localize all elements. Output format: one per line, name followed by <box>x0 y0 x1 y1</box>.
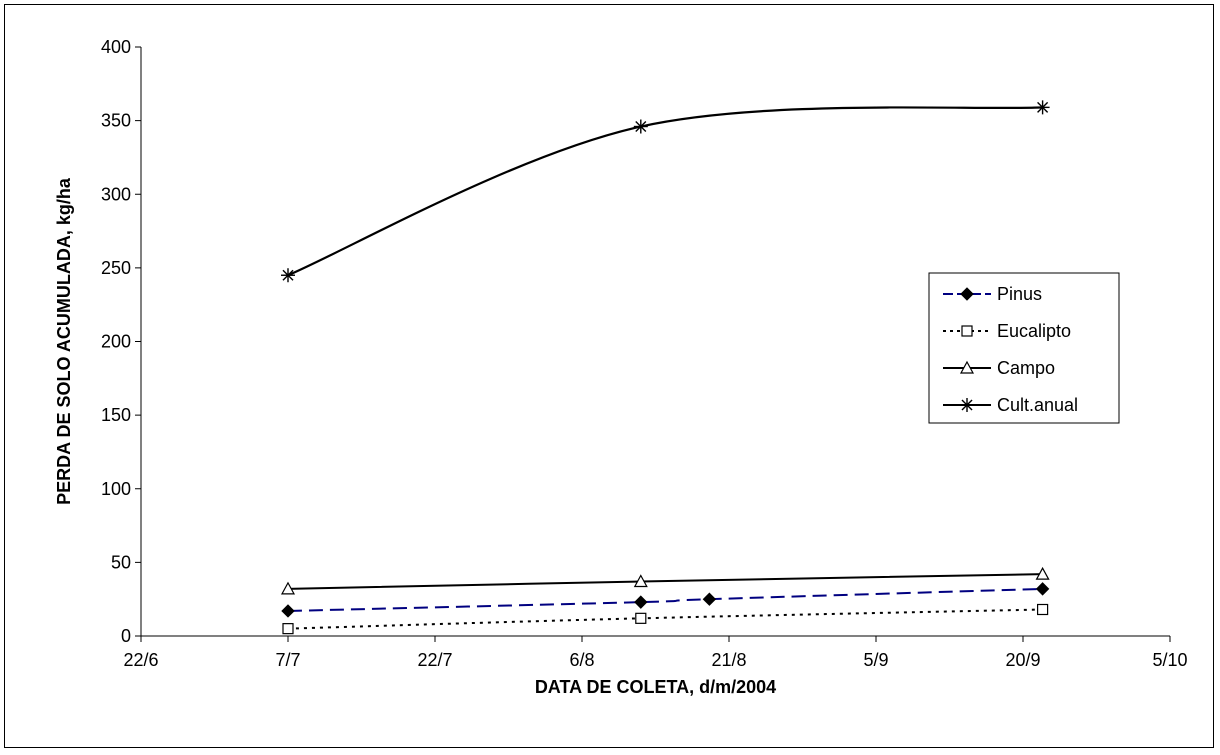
y-tick-label: 400 <box>101 37 131 57</box>
axes: 0 50 100 150 200 250 300 350 400 22/6 7/7 22/7 6/8 21… <box>101 37 1188 670</box>
series-pinus <box>281 582 1050 618</box>
legend-label-pinus: Pinus <box>997 284 1042 304</box>
series-line-pinus <box>287 587 1043 612</box>
series-area <box>280 100 1050 635</box>
series-campo <box>280 566 1050 595</box>
series-line-campo <box>287 573 1043 590</box>
legend-marker-pinus <box>960 287 974 301</box>
y-tick-label: 150 <box>101 405 131 425</box>
data-point-pinus <box>1035 582 1050 596</box>
data-point-campo <box>633 574 648 588</box>
data-point-cult-anual <box>281 268 295 283</box>
legend-item-pinus: Pinus <box>943 284 1042 304</box>
asterisk-stroke <box>961 399 973 411</box>
data-point-campo <box>1035 566 1050 580</box>
data-point-cult-anual <box>633 119 648 134</box>
y-tick-label: 50 <box>111 552 131 572</box>
data-point-cult-anual <box>1035 100 1050 115</box>
series-eucalipto <box>282 603 1049 635</box>
y-axis-title: PERDA DE SOLO ACUMULADA, kg/ha <box>54 177 74 505</box>
y-tick-label: 250 <box>101 258 131 278</box>
data-point-pinus <box>702 592 717 606</box>
legend-marker-cult-anual <box>960 398 974 412</box>
series-cult-anual <box>281 100 1050 283</box>
y-tick-label: 350 <box>101 111 131 131</box>
data-point-campo <box>280 581 296 595</box>
data-point-eucalipto <box>1036 603 1049 616</box>
y-tick-label: 200 <box>101 332 131 352</box>
x-tick-label: 6/8 <box>569 650 594 670</box>
y-tick-label: 300 <box>101 184 131 204</box>
legend-box <box>928 272 1120 424</box>
asterisk-stroke <box>635 120 647 133</box>
x-tick-label: 5/10 <box>1152 650 1187 670</box>
data-point-eucalipto <box>635 612 647 624</box>
legend-item-eucalipto: Eucalipto <box>943 321 1071 341</box>
legend: Pinus Eucalipto Campo Cult.anual <box>928 272 1120 424</box>
y-tick-label: 0 <box>121 626 131 646</box>
x-tick-label: 20/9 <box>1005 650 1040 670</box>
legend-item-cult-anual: Cult.anual <box>943 395 1078 415</box>
x-axis-title: DATA DE COLETA, d/m/2004 <box>535 677 776 697</box>
data-point-pinus <box>634 595 648 609</box>
series-line-eucalipto <box>287 608 1043 630</box>
legend-label-cult-anual: Cult.anual <box>997 395 1078 415</box>
legend-label-campo: Campo <box>997 358 1055 378</box>
asterisk-stroke <box>1037 101 1049 113</box>
data-point-eucalipto <box>282 623 294 635</box>
series-line-cult-anual <box>287 106 1043 277</box>
x-tick-label: 21/8 <box>711 650 746 670</box>
legend-label-eucalipto: Eucalipto <box>997 321 1071 341</box>
x-tick-label: 5/9 <box>863 650 888 670</box>
x-tick-label: 7/7 <box>275 650 300 670</box>
data-point-pinus <box>281 604 295 618</box>
legend-item-campo: Campo <box>943 358 1055 378</box>
chart-frame <box>4 4 1214 748</box>
legend-marker-eucalipto <box>961 325 973 337</box>
asterisk-stroke <box>282 269 294 281</box>
legend-marker-campo <box>959 360 975 374</box>
y-tick-label: 100 <box>101 479 131 499</box>
x-tick-label: 22/7 <box>417 650 452 670</box>
x-tick-label: 22/6 <box>123 650 158 670</box>
